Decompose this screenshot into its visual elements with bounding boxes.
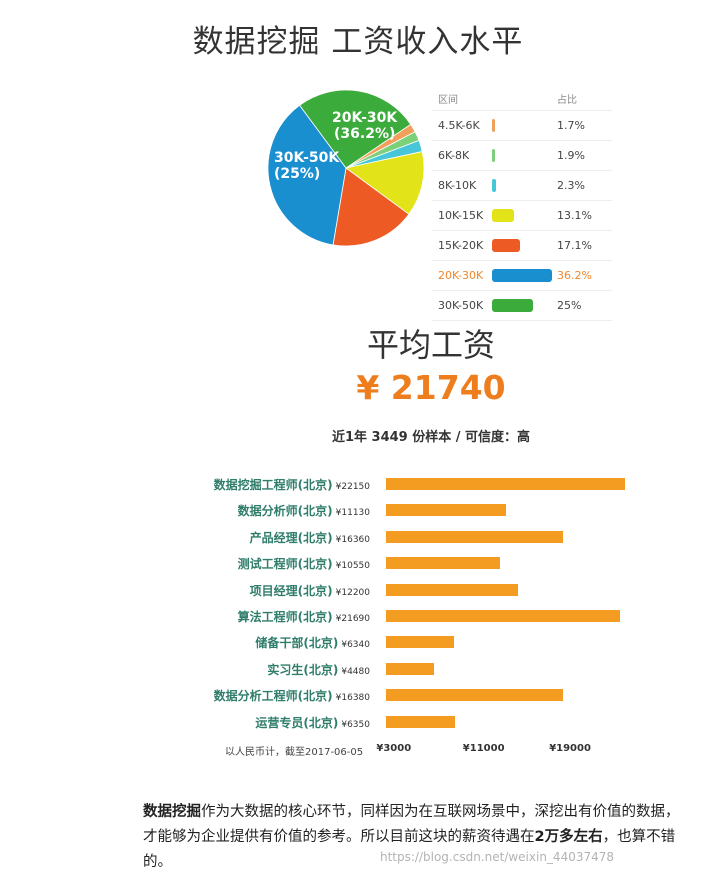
description-paragraph: 数据挖掘作为大数据的核心环节，同样因为在互联网场景中，深挖出有价值的数据，才能够… [143, 800, 688, 875]
legend-bar [492, 119, 495, 132]
bar-label: 产品经理(北京) ¥16360 [250, 529, 370, 546]
legend-range: 4.5K-6K [438, 119, 480, 132]
bar [386, 583, 518, 596]
bar [386, 715, 455, 728]
legend-bar [492, 149, 496, 162]
legend-row-30k-50k: 30K-50K 25% [432, 291, 612, 321]
paragraph-bold-salary: 2万多左右 [534, 829, 603, 845]
pie-legend-table: 区间 占比 4.5K-6K 1.7% 6K-8K 1.9% 8K-10K 2.3% 10K-… [432, 86, 612, 321]
bar-category: 测试工程师(北京) [237, 557, 333, 572]
legend-header: 区间 占比 [432, 86, 612, 111]
legend-row-8k-10k: 8K-10K 2.3% [432, 171, 612, 201]
legend-percent: 36.2% [557, 269, 592, 282]
bar-label: 测试工程师(北京) ¥10550 [238, 555, 370, 572]
legend-range: 10K-15K [438, 209, 484, 222]
bar-value-label: ¥12200 [335, 587, 370, 598]
pie-svg [267, 89, 425, 247]
legend-row-20k-30k: 20K-30K 36.2% [432, 261, 612, 291]
bar [386, 504, 507, 517]
legend-range: 20K-30K [438, 269, 484, 282]
x-tick-label: ¥11000 [462, 743, 505, 754]
legend-percent: 2.3% [557, 179, 585, 192]
bar-value-label: ¥11130 [335, 508, 370, 519]
bar [386, 610, 621, 622]
legend-row-6k-8k: 6K-8K 1.9% [432, 141, 612, 171]
legend-percent: 1.9% [557, 149, 585, 162]
bar-value-label: ¥10550 [335, 561, 370, 572]
bar-category: 实习生(北京) [267, 662, 339, 677]
paragraph-text-2: ，也算不错的。 [143, 829, 676, 870]
bar-category: 运营专员(北京) [255, 715, 339, 730]
legend-bar [492, 209, 514, 222]
bar-value-label: ¥4480 [341, 666, 370, 677]
bar-category: 数据挖掘工程师(北京) [213, 478, 333, 492]
pie-label-20k-30k: 20K-30K (36.2%) [332, 110, 398, 142]
legend-row-4.5k-6k: 4.5K-6K 1.7% [432, 111, 612, 141]
legend-range: 8K-10K [438, 179, 477, 192]
bar-category: 数据分析师(北京) [237, 504, 333, 519]
bar-label: 数据挖掘工程师(北京) ¥22150 [214, 476, 370, 493]
legend-range: 30K-50K [438, 299, 484, 312]
legend-header-share: 占比 [557, 95, 577, 106]
average-salary-title: 平均工资 [366, 326, 495, 364]
pie-chart: 20K-30K (36.2%) 30K-50K (25%) [266, 88, 426, 248]
bar-value-label: ¥16380 [335, 693, 370, 704]
legend-bar [492, 269, 552, 282]
legend-bar [492, 239, 521, 252]
average-salary-sample-note: 近1年 3449 份样本 / 可信度：高 [331, 430, 531, 445]
pie-slice-15k-20k [332, 167, 410, 247]
bar-category: 产品经理(北京) [249, 530, 333, 545]
average-salary-value: ¥ 21740 [356, 368, 506, 407]
pie-slice-30k-50k [299, 89, 412, 169]
paragraph-text-1: 作为大数据的核心环节，同样因为在互联网场景中，深挖出有价值的数据，才能够为企业提… [143, 804, 680, 845]
bar [386, 689, 563, 702]
legend-percent: 17.1% [557, 239, 592, 252]
bar [386, 662, 435, 675]
x-tick-label: ¥19000 [549, 743, 591, 754]
bar-value-label: ¥16360 [335, 534, 370, 545]
legend-header-range: 区间 [438, 95, 458, 106]
x-tick-label: ¥3000 [376, 743, 412, 754]
bar-label: 数据分析师(北京) ¥11130 [238, 502, 370, 519]
bar-chart-footnote: 以人民币计，截至2017-06-05 [225, 747, 364, 758]
bar [386, 530, 563, 543]
bar [386, 557, 500, 570]
bar-label: 数据分析工程师(北京) ¥16380 [214, 687, 370, 704]
bar-label: 算法工程师(北京) ¥21690 [238, 608, 370, 625]
bar-label: 项目经理(北京) ¥12200 [250, 582, 370, 599]
salary-bar-chart: 数据挖掘工程师(北京) ¥22150 数据分析师(北京) ¥11130 产品经理(北京)… [150, 470, 650, 760]
pie-slice-20k-30k [267, 104, 347, 246]
bar-value-label: ¥6350 [341, 719, 370, 730]
bar-label: 运营专员(北京) ¥6350 [255, 714, 370, 731]
bar-value-label: ¥6340 [341, 640, 370, 651]
pie-label-30k-50k: 30K-50K (25%) [274, 150, 340, 182]
legend-percent: 25% [557, 299, 582, 312]
bar-category: 算法工程师(北京) [237, 610, 333, 624]
watermark: https://blog.csdn.net/weixin_44037478 [380, 850, 615, 864]
bar [386, 478, 626, 490]
legend-percent: 13.1% [557, 209, 592, 222]
legend-range: 15K-20K [438, 239, 484, 252]
legend-percent: 1.7% [557, 119, 585, 132]
bar-value-label: ¥22150 [335, 482, 370, 492]
bar-category: 数据分析工程师(北京) [213, 689, 333, 704]
bar-label: 储备干部(北京) ¥6340 [255, 634, 370, 651]
bar-category: 项目经理(北京) [249, 583, 333, 598]
bar [386, 636, 455, 649]
legend-bar [492, 179, 496, 192]
legend-row-15k-20k: 15K-20K 17.1% [432, 231, 612, 261]
chart-title: 数据挖掘 工资收入水平 [192, 24, 524, 60]
paragraph-bold-topic: 数据挖掘 [143, 804, 201, 820]
legend-bar [492, 299, 534, 312]
bar-category: 储备干部(北京) [255, 636, 339, 651]
pie-slice-10k-15k [345, 151, 425, 215]
legend-row-10k-15k: 10K-15K 13.1% [432, 201, 612, 231]
bar-label: 实习生(北京) ¥4480 [267, 661, 370, 678]
legend-range: 6K-8K [438, 149, 470, 162]
bar-value-label: ¥21690 [335, 614, 370, 624]
